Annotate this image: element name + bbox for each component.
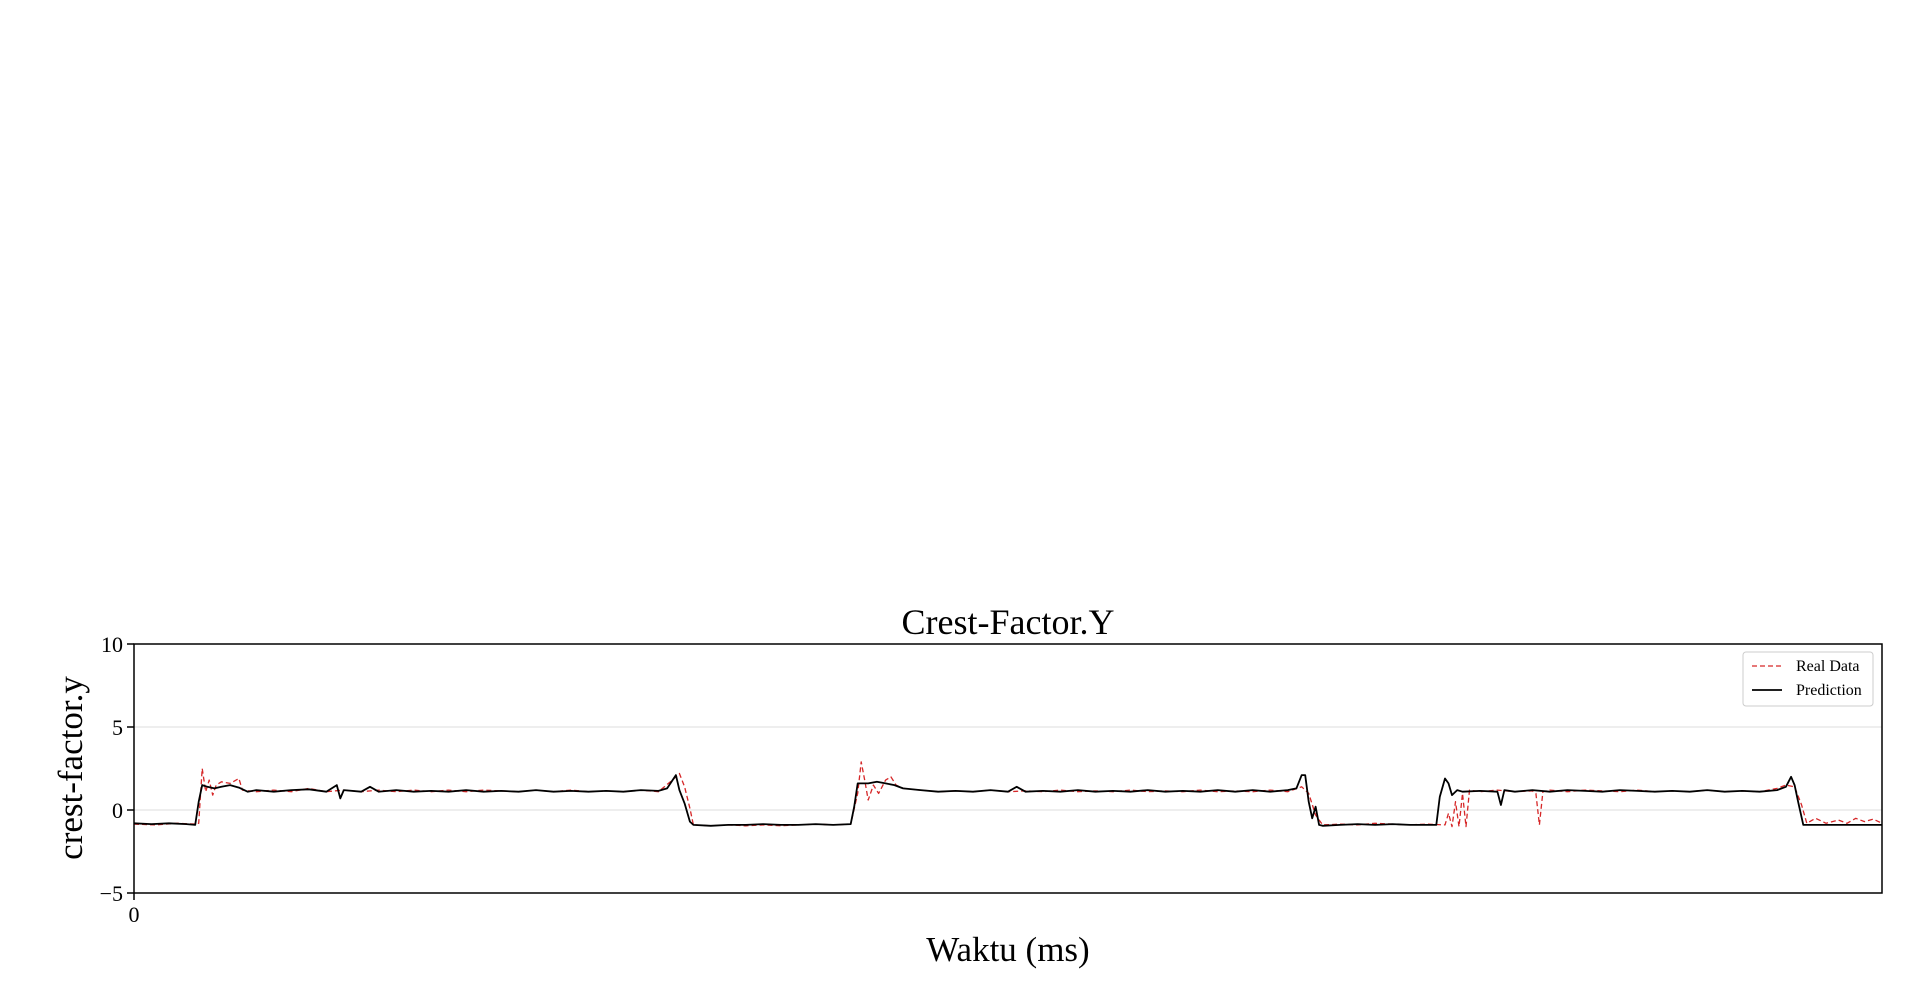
- x-tick-label: 0: [129, 902, 140, 927]
- series-line-real-data: [134, 761, 1882, 828]
- legend-label-real-data: Real Data: [1796, 658, 1860, 675]
- series-line-prediction: [134, 774, 1882, 827]
- y-tick-label: 0: [112, 798, 123, 823]
- x-axis-label: Waktu (ms): [926, 930, 1089, 969]
- legend: Real Data Prediction: [1742, 651, 1874, 707]
- y-axis-label: crest-factor.y: [51, 676, 90, 860]
- y-tick-label: 10: [101, 632, 123, 657]
- chart-title: Crest-Factor.Y: [902, 602, 1115, 642]
- legend-label-prediction: Prediction: [1796, 682, 1862, 699]
- grid-lines: [134, 726, 1882, 811]
- y-tick-label: 5: [112, 715, 123, 740]
- y-axis: −5 0 5 10: [100, 632, 134, 906]
- y-tick-label: −5: [100, 881, 123, 906]
- x-axis: 0: [129, 893, 140, 927]
- plot-frame: [133, 643, 1883, 894]
- series-layer: [134, 761, 1882, 828]
- legend-box: [1742, 651, 1874, 707]
